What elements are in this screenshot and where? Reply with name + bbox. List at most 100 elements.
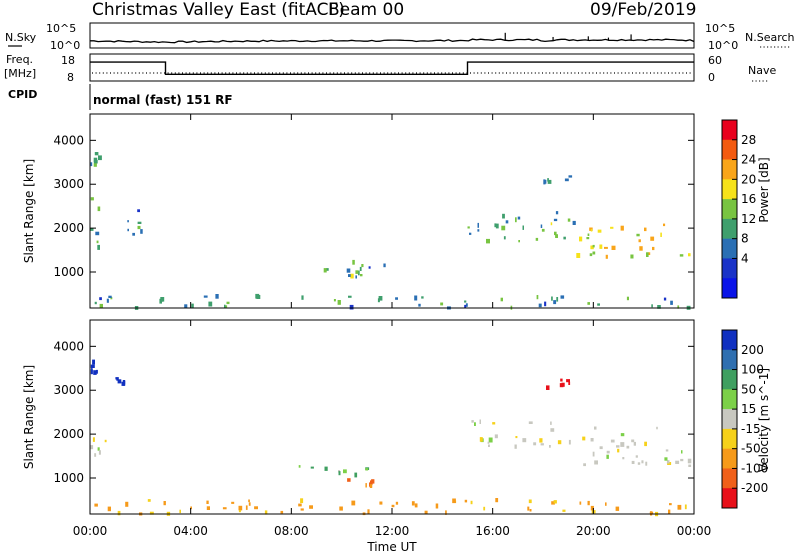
xtick-label: 00:00 (73, 524, 108, 538)
velocity-cell (633, 441, 636, 446)
velocity-ytick-label: 3000 (53, 383, 84, 397)
power-cell (647, 252, 651, 255)
power-cell (337, 300, 341, 305)
velocity-cell (117, 379, 122, 384)
power-cell (355, 270, 359, 274)
power-cell (610, 226, 614, 229)
power-ytick-label: 3000 (53, 177, 84, 191)
velocity-cell (300, 508, 304, 511)
velocity-cell (539, 438, 543, 443)
velocity-cell (107, 506, 111, 512)
velocity-colorbar-tick-label: 50 (741, 382, 756, 396)
velocity-cell (620, 442, 625, 447)
power-cell (225, 305, 228, 309)
velocity-cell (179, 509, 181, 514)
velocity-cell (656, 426, 658, 430)
velocity-cell (245, 505, 248, 510)
power-cell (352, 259, 355, 265)
power-colorbar-tick-label: 4 (741, 251, 749, 265)
power-colorbar: 28 24 20 16 12 8 4 (721, 119, 756, 299)
power-cell (301, 295, 304, 300)
power-cell (467, 226, 470, 229)
xtick-label: 04:00 (173, 524, 208, 538)
power-cell (541, 228, 545, 232)
nave-tick-bottom: 0 (708, 71, 715, 84)
power-cell (688, 253, 691, 257)
power-cell (638, 239, 641, 243)
power-cell (536, 295, 539, 300)
velocity-cell (98, 450, 101, 455)
power-cell (94, 301, 97, 305)
velocity-cell (300, 498, 304, 504)
noise-sky-line (90, 38, 695, 44)
power-cell (203, 295, 208, 298)
velocity-cell (343, 469, 347, 474)
velocity-colorbar-tick-label: -15 (741, 422, 761, 436)
power-cell (96, 240, 99, 244)
velocity-colorbar-swatch (722, 389, 737, 410)
velocity-cell (605, 502, 607, 506)
velocity-cell (94, 453, 97, 457)
velocity-cell (310, 466, 314, 469)
power-colorbar-frame (721, 119, 738, 299)
velocity-cell (616, 445, 620, 448)
velocity-cell (560, 378, 563, 382)
velocity-colorbar-swatch (722, 448, 737, 469)
velocity-cell (688, 464, 692, 467)
freq-unit-label: [MHz] (4, 67, 36, 80)
velocity-cell (553, 500, 557, 504)
power-cell (505, 220, 509, 224)
velocity-cell (483, 506, 486, 511)
velocity-cell (515, 436, 518, 439)
power-cell (518, 240, 520, 243)
velocity-cell (644, 441, 647, 447)
power-cell (477, 229, 480, 232)
power-cell (226, 301, 230, 305)
velocity-cell (206, 506, 210, 510)
power-cell (555, 211, 559, 215)
power-cell (349, 304, 354, 310)
velocity-cell (92, 359, 95, 365)
noise-panel-frame (89, 22, 695, 49)
power-cell (535, 237, 539, 241)
velocity-cell (684, 504, 687, 510)
velocity-cell (568, 381, 571, 385)
velocity-cell (583, 463, 586, 467)
power-colorbar-tick-label: 28 (741, 133, 756, 147)
velocity-cell (495, 498, 499, 503)
velocity-cell (550, 421, 552, 425)
power-cell (358, 270, 360, 276)
power-cell (630, 254, 634, 259)
freq-tick-bottom: 8 (67, 71, 74, 84)
power-cell (572, 220, 576, 225)
velocity-cell (641, 460, 644, 464)
velocity-cell (568, 439, 571, 445)
velocity-cell (411, 501, 415, 506)
velocity-cell (675, 460, 680, 464)
velocity-cell (104, 439, 107, 443)
velocity-cell (587, 500, 590, 506)
power-cell (555, 234, 558, 238)
power-cell (418, 303, 421, 307)
power-cell (97, 206, 101, 212)
power-cell (98, 155, 102, 161)
power-cell (576, 253, 581, 258)
power-cell (586, 237, 590, 240)
power-cell (383, 263, 386, 268)
power-cell (333, 299, 336, 302)
velocity-colorbar-tick-label: -50 (741, 442, 761, 456)
velocity-cell (620, 433, 625, 437)
freq-label: Freq. (6, 53, 33, 66)
power-cell (350, 273, 354, 279)
freq-line (90, 61, 694, 76)
velocity-cell (488, 444, 490, 447)
velocity-cell (635, 455, 638, 458)
power-cell (208, 301, 213, 307)
velocity-colorbar-swatch (722, 428, 737, 449)
noise-right-label: N.Search (745, 31, 795, 44)
power-cell (646, 252, 649, 257)
velocity-cell (254, 506, 258, 510)
velocity-cell (354, 472, 358, 478)
power-cell (501, 225, 506, 231)
nave-label: Nave (748, 64, 776, 77)
